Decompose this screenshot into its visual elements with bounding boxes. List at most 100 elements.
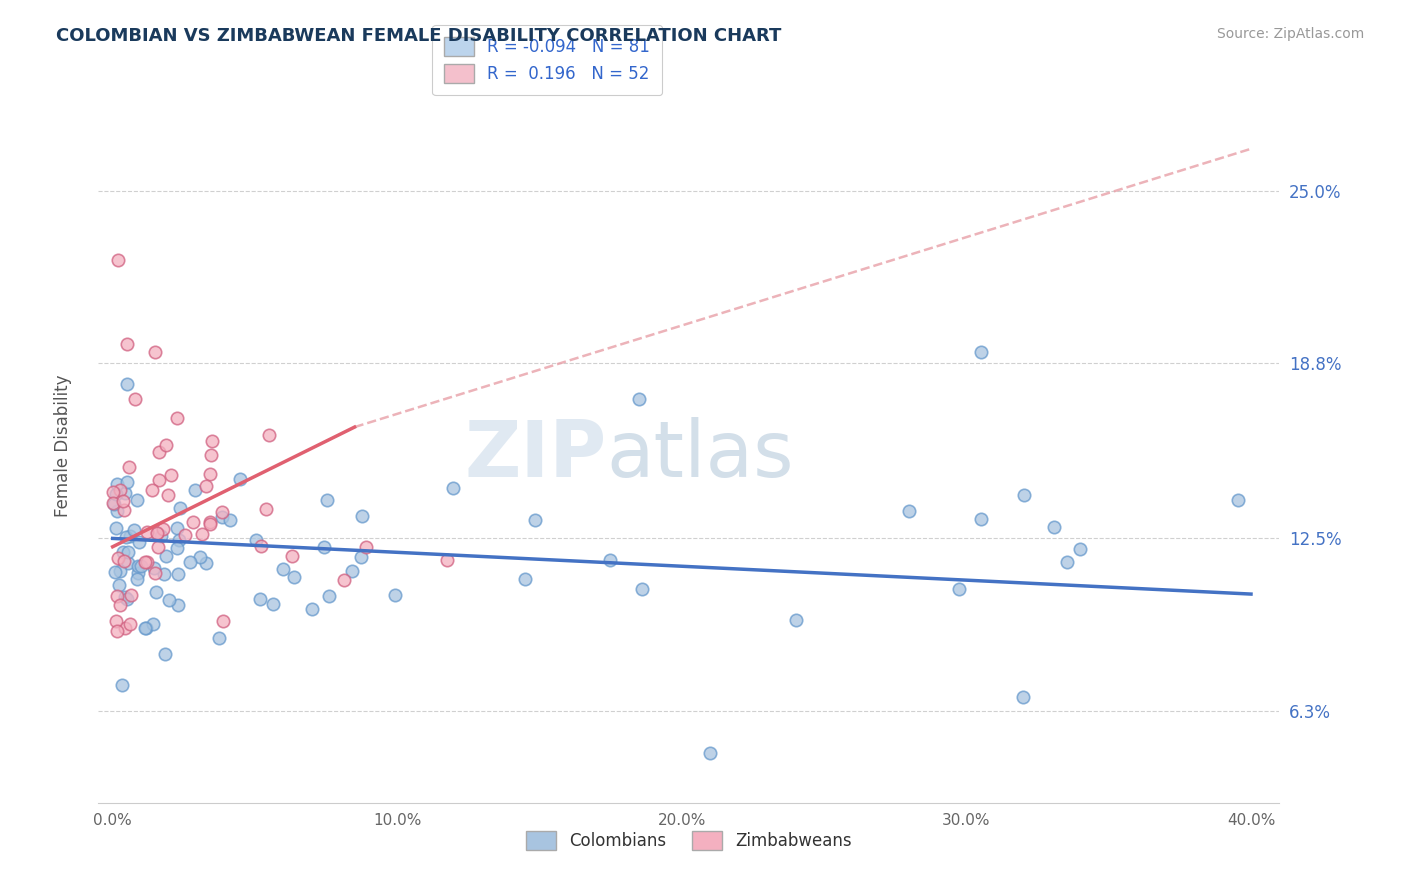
Point (107, 476, 129, 491)
Point (969, 345, 991, 359)
Point (111, 678, 134, 692)
Point (200, 448, 222, 462)
Point (117, 556, 139, 570)
Point (127, 566, 149, 580)
Text: COLOMBIAN VS ZIMBABWEAN FEMALE DISABILITY CORRELATION CHART: COLOMBIAN VS ZIMBABWEAN FEMALE DISABILIT… (56, 27, 782, 45)
Point (134, 621, 156, 635)
Point (249, 539, 271, 553)
Point (166, 521, 188, 535)
Point (103, 497, 125, 511)
Point (262, 598, 284, 612)
Point (229, 472, 252, 486)
Point (970, 512, 993, 526)
Point (318, 589, 340, 603)
Point (105, 589, 128, 603)
Point (112, 544, 135, 558)
Point (188, 550, 211, 565)
Point (135, 524, 157, 539)
Point (1012, 488, 1035, 502)
Point (114, 621, 136, 635)
Point (281, 549, 304, 563)
Point (155, 549, 177, 563)
Point (441, 481, 464, 495)
Point (152, 522, 174, 536)
Point (515, 573, 537, 587)
Point (356, 540, 378, 554)
Point (115, 336, 138, 351)
Point (114, 503, 136, 517)
Point (194, 479, 217, 493)
Point (101, 484, 124, 499)
Point (174, 528, 197, 542)
Point (127, 573, 149, 587)
Point (254, 502, 277, 516)
Point (208, 631, 231, 645)
Point (157, 593, 180, 607)
Point (166, 541, 188, 556)
Point (129, 558, 152, 573)
Point (179, 555, 201, 569)
Point (145, 566, 167, 581)
Point (198, 467, 221, 482)
Point (1069, 542, 1091, 557)
Point (153, 567, 176, 582)
Point (350, 549, 373, 564)
Point (195, 556, 218, 570)
Point (350, 509, 373, 524)
Point (142, 560, 165, 574)
Point (155, 438, 177, 452)
Text: ZIP: ZIP (464, 417, 606, 493)
Point (273, 562, 295, 576)
Legend: Colombians, Zimbabweans: Colombians, Zimbabweans (520, 824, 858, 857)
Point (115, 530, 138, 544)
Point (191, 526, 214, 541)
Point (145, 585, 167, 599)
Point (117, 545, 139, 559)
Point (148, 445, 170, 459)
Point (245, 533, 267, 547)
Point (211, 509, 233, 524)
Point (107, 550, 129, 565)
Point (101, 496, 124, 510)
Point (523, 513, 546, 527)
Point (166, 566, 188, 581)
Point (145, 526, 167, 541)
Point (212, 614, 235, 628)
Point (122, 523, 145, 537)
Point (150, 529, 173, 543)
Point (107, 253, 129, 268)
Point (134, 555, 156, 569)
Point (183, 483, 205, 497)
Point (219, 513, 242, 527)
Point (599, 553, 621, 567)
Point (314, 540, 336, 554)
Point (198, 515, 221, 529)
Point (127, 493, 149, 508)
Point (948, 582, 970, 597)
Point (785, 613, 807, 627)
Point (315, 493, 337, 508)
Point (628, 392, 651, 407)
Point (135, 621, 157, 635)
Point (1043, 520, 1066, 534)
Point (143, 345, 166, 359)
Point (201, 434, 224, 448)
Point (257, 428, 280, 442)
Point (1226, 492, 1249, 507)
Text: Female Disability: Female Disability (55, 375, 72, 517)
Point (120, 588, 142, 602)
Point (153, 648, 176, 662)
Point (384, 588, 406, 602)
Point (211, 505, 233, 519)
Point (167, 533, 190, 548)
Text: atlas: atlas (606, 417, 794, 493)
Point (120, 616, 142, 631)
Point (128, 558, 150, 573)
Point (183, 516, 205, 530)
Point (146, 525, 169, 540)
Point (104, 521, 127, 535)
Point (105, 614, 128, 628)
Point (436, 553, 458, 567)
Point (332, 574, 354, 588)
Point (105, 487, 128, 501)
